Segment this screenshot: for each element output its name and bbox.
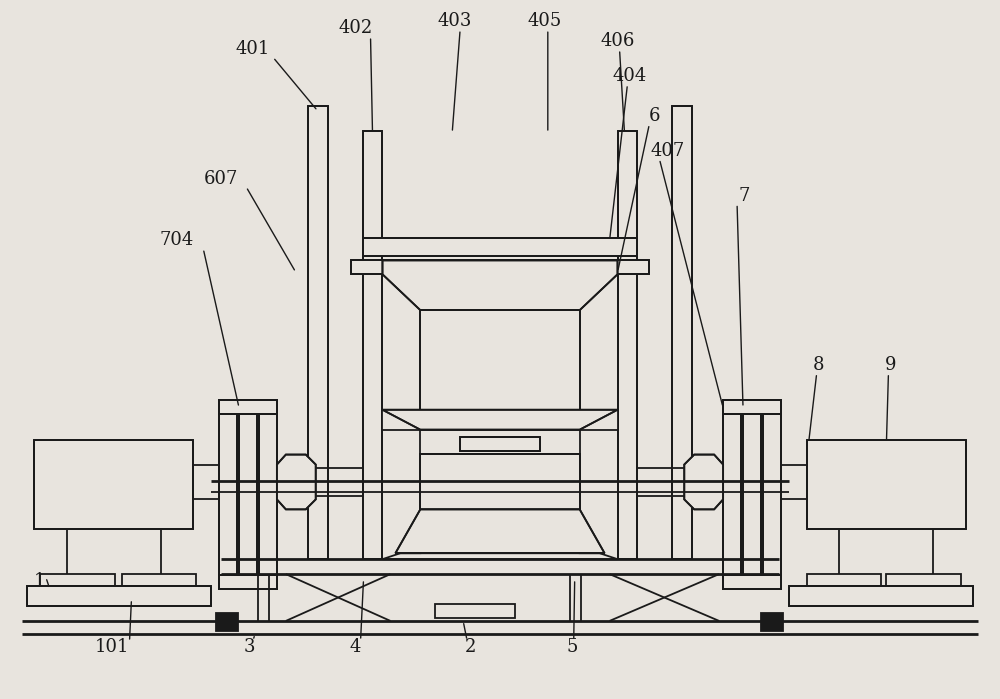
Bar — [763, 400, 781, 589]
Bar — [239, 400, 257, 589]
Bar — [807, 574, 881, 586]
Bar — [259, 400, 277, 589]
Bar — [219, 575, 277, 589]
Bar — [618, 131, 637, 559]
Bar — [40, 574, 115, 586]
Text: 7: 7 — [738, 187, 750, 205]
Polygon shape — [382, 410, 618, 454]
Bar — [219, 575, 277, 589]
Bar — [435, 604, 515, 618]
Bar — [723, 575, 781, 589]
Bar — [672, 106, 692, 559]
Bar — [723, 400, 741, 589]
Text: 2: 2 — [464, 637, 476, 656]
Bar — [259, 400, 277, 589]
Bar — [723, 400, 741, 589]
Text: 6: 6 — [649, 107, 660, 125]
Bar — [363, 131, 382, 559]
Text: 704: 704 — [159, 231, 193, 250]
Text: 3: 3 — [243, 637, 255, 656]
Bar — [789, 586, 973, 606]
Bar — [723, 575, 781, 589]
Bar — [219, 400, 277, 414]
Bar — [420, 454, 580, 553]
Bar — [763, 400, 781, 589]
Bar — [672, 106, 692, 559]
Text: 9: 9 — [885, 356, 896, 374]
Polygon shape — [395, 510, 605, 553]
Text: 101: 101 — [94, 637, 129, 656]
Text: 406: 406 — [600, 32, 635, 50]
Text: 405: 405 — [528, 13, 562, 30]
Bar — [743, 400, 761, 589]
Bar — [219, 400, 237, 589]
Polygon shape — [382, 410, 618, 430]
Bar — [122, 574, 196, 586]
Polygon shape — [382, 510, 618, 559]
Bar — [193, 465, 221, 499]
Bar — [807, 440, 966, 529]
Bar — [308, 106, 328, 559]
Text: 403: 403 — [438, 13, 472, 30]
Text: 5: 5 — [566, 637, 577, 656]
Polygon shape — [277, 454, 316, 510]
Bar — [216, 613, 238, 631]
Text: 1: 1 — [34, 572, 46, 590]
Bar — [34, 440, 193, 529]
Bar — [460, 437, 540, 451]
Bar — [420, 310, 580, 430]
Polygon shape — [382, 260, 618, 310]
Bar — [34, 440, 193, 529]
Text: 404: 404 — [612, 67, 647, 85]
Bar — [308, 106, 328, 559]
Text: 4: 4 — [350, 637, 361, 656]
Bar — [363, 238, 637, 257]
Bar — [789, 586, 973, 606]
Bar — [420, 310, 580, 430]
Bar — [219, 400, 237, 589]
Bar — [219, 400, 277, 414]
Bar — [27, 586, 211, 606]
Bar — [779, 465, 807, 499]
Bar — [351, 260, 649, 274]
Bar — [723, 400, 781, 414]
Text: 8: 8 — [813, 356, 824, 374]
Bar — [807, 440, 966, 529]
Bar — [27, 586, 211, 606]
Bar — [239, 400, 257, 589]
Bar — [363, 238, 637, 257]
Text: 607: 607 — [204, 170, 238, 188]
Text: 407: 407 — [650, 142, 684, 160]
Bar — [460, 437, 540, 451]
Bar — [351, 260, 649, 274]
Bar — [886, 574, 961, 586]
Bar — [761, 613, 783, 631]
Text: 402: 402 — [338, 20, 373, 37]
Bar — [618, 131, 637, 559]
Bar — [723, 400, 781, 414]
Bar — [420, 454, 580, 553]
Text: 401: 401 — [236, 41, 270, 58]
Bar — [363, 131, 382, 559]
Bar — [743, 400, 761, 589]
Polygon shape — [684, 454, 723, 510]
